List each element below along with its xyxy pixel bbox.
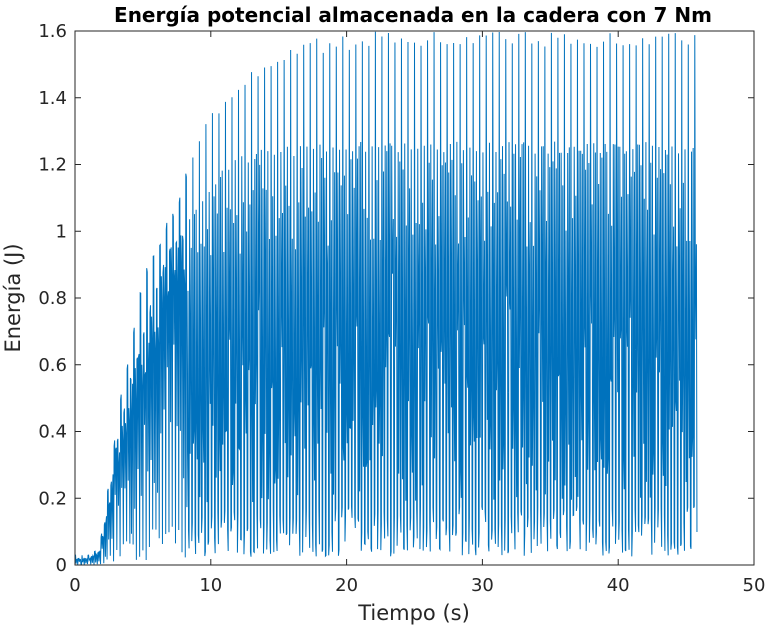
- y-axis-label: Energía (J): [1, 243, 25, 352]
- chart-title: Energía potencial almacenada en la cader…: [114, 3, 712, 27]
- y-tick-label: 1.6: [38, 21, 67, 42]
- y-tick-label: 1: [56, 221, 67, 242]
- x-axis-label: Tiempo (s): [357, 601, 470, 625]
- x-tick-label: 50: [743, 575, 766, 596]
- y-tick-label: 0: [56, 555, 67, 576]
- series-lines: [74, 31, 698, 565]
- y-tick-label: 1.4: [38, 88, 67, 109]
- energy-series-line: [74, 31, 698, 565]
- y-tick-label: 0.2: [38, 488, 67, 509]
- y-tick-label: 0.8: [38, 288, 67, 309]
- y-axis-ticks: 0 0.2 0.4 0.6 0.8 1 1.2 1.4 1.6: [38, 21, 754, 576]
- x-tick-label: 0: [69, 575, 80, 596]
- x-tick-label: 40: [607, 575, 630, 596]
- x-tick-label: 10: [199, 575, 222, 596]
- y-tick-label: 0.4: [38, 422, 67, 443]
- x-tick-label: 30: [471, 575, 494, 596]
- y-tick-label: 0.6: [38, 355, 67, 376]
- x-tick-label: 20: [335, 575, 358, 596]
- x-axis-ticks: 0 10 20 30 40 50: [69, 31, 765, 596]
- y-tick-label: 1.2: [38, 155, 67, 176]
